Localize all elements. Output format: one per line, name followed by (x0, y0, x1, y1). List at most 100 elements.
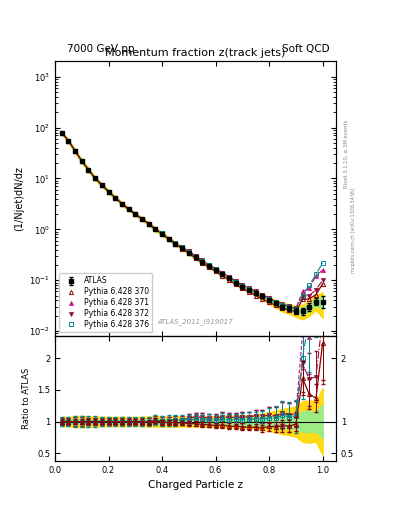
Pythia 6.428 372 (314, 287, 318, 293)
Pythia 6.428 370 (240, 285, 245, 291)
Pythia 6.428 372 (267, 295, 272, 302)
Pythia 6.428 370 (153, 226, 158, 232)
Pythia 6.428 371 (233, 278, 238, 284)
Pythia 6.428 376 (160, 230, 164, 237)
Pythia 6.428 371 (227, 274, 231, 280)
Pythia 6.428 376 (253, 290, 258, 296)
Pythia 6.428 370 (86, 166, 91, 173)
Pythia 6.428 371 (320, 267, 325, 273)
Pythia 6.428 376 (287, 304, 292, 310)
Pythia 6.428 370 (146, 221, 151, 227)
Pythia 6.428 376 (260, 292, 265, 298)
Pythia 6.428 371 (160, 230, 164, 237)
Pythia 6.428 372 (79, 158, 84, 164)
Pythia 6.428 376 (186, 249, 191, 255)
Pythia 6.428 372 (119, 201, 124, 207)
Pythia 6.428 372 (200, 258, 205, 264)
Pythia 6.428 372 (153, 226, 158, 232)
Title: Momentum fraction z(track jets): Momentum fraction z(track jets) (105, 48, 286, 58)
Pythia 6.428 371 (200, 258, 205, 264)
Pythia 6.428 370 (113, 195, 118, 201)
Pythia 6.428 376 (86, 166, 91, 173)
Pythia 6.428 376 (207, 262, 211, 268)
Text: 7000 GeV pp: 7000 GeV pp (67, 44, 134, 54)
Pythia 6.428 372 (287, 303, 292, 309)
Pythia 6.428 376 (119, 201, 124, 207)
Pythia 6.428 372 (59, 130, 64, 136)
Pythia 6.428 372 (66, 138, 71, 144)
Pythia 6.428 372 (146, 221, 151, 227)
Text: mcplots.cern.ch [arXiv:1306.3436]: mcplots.cern.ch [arXiv:1306.3436] (351, 188, 356, 273)
Pythia 6.428 371 (307, 285, 312, 291)
Pythia 6.428 376 (300, 292, 305, 298)
Pythia 6.428 371 (146, 221, 151, 227)
Text: Soft QCD: Soft QCD (283, 44, 330, 54)
Pythia 6.428 376 (59, 130, 64, 136)
Pythia 6.428 370 (267, 299, 272, 305)
Pythia 6.428 372 (140, 216, 144, 222)
Pythia 6.428 370 (314, 291, 318, 297)
Pythia 6.428 370 (79, 158, 84, 164)
Pythia 6.428 371 (140, 216, 144, 222)
Pythia 6.428 371 (59, 130, 64, 136)
Pythia 6.428 372 (166, 236, 171, 242)
Pythia 6.428 370 (106, 188, 111, 195)
Pythia 6.428 376 (267, 296, 272, 303)
Pythia 6.428 370 (66, 138, 71, 144)
Pythia 6.428 370 (207, 264, 211, 270)
Pythia 6.428 372 (233, 278, 238, 284)
Line: Pythia 6.428 371: Pythia 6.428 371 (60, 131, 325, 310)
Pythia 6.428 371 (247, 285, 252, 291)
Pythia 6.428 372 (126, 206, 131, 212)
Pythia 6.428 376 (106, 188, 111, 195)
Pythia 6.428 372 (247, 285, 252, 291)
Pythia 6.428 376 (66, 138, 71, 144)
Line: Pythia 6.428 376: Pythia 6.428 376 (60, 131, 324, 311)
Pythia 6.428 370 (73, 148, 77, 154)
Pythia 6.428 372 (106, 188, 111, 195)
Pythia 6.428 371 (220, 270, 225, 276)
Pythia 6.428 376 (233, 279, 238, 285)
Pythia 6.428 376 (153, 226, 158, 232)
Pythia 6.428 371 (314, 273, 318, 279)
Pythia 6.428 370 (320, 281, 325, 287)
Pythia 6.428 371 (260, 291, 265, 297)
Pythia 6.428 371 (106, 188, 111, 195)
Legend: ATLAS, Pythia 6.428 370, Pythia 6.428 371, Pythia 6.428 372, Pythia 6.428 376: ATLAS, Pythia 6.428 370, Pythia 6.428 37… (59, 273, 152, 332)
Pythia 6.428 372 (180, 244, 184, 250)
Pythia 6.428 371 (119, 201, 124, 207)
Y-axis label: (1/Njet)dN/dz: (1/Njet)dN/dz (14, 166, 24, 231)
Pythia 6.428 372 (213, 266, 218, 272)
Pythia 6.428 370 (93, 176, 97, 182)
Pythia 6.428 372 (186, 248, 191, 254)
Pythia 6.428 371 (287, 303, 292, 309)
Pythia 6.428 376 (173, 240, 178, 246)
Pythia 6.428 376 (294, 306, 298, 312)
Pythia 6.428 372 (280, 301, 285, 307)
Pythia 6.428 372 (260, 291, 265, 297)
Pythia 6.428 376 (166, 236, 171, 242)
Pythia 6.428 376 (73, 148, 77, 154)
Pythia 6.428 376 (240, 283, 245, 289)
Pythia 6.428 372 (113, 195, 118, 201)
Y-axis label: Ratio to ATLAS: Ratio to ATLAS (22, 368, 31, 429)
Pythia 6.428 376 (113, 195, 118, 201)
Pythia 6.428 370 (180, 245, 184, 251)
Pythia 6.428 370 (59, 130, 64, 136)
Pythia 6.428 376 (93, 176, 97, 182)
Pythia 6.428 370 (280, 305, 285, 311)
Pythia 6.428 372 (93, 176, 97, 182)
Pythia 6.428 370 (160, 231, 164, 237)
Pythia 6.428 370 (166, 236, 171, 242)
Pythia 6.428 370 (287, 307, 292, 313)
Pythia 6.428 370 (220, 272, 225, 279)
Pythia 6.428 370 (274, 302, 278, 308)
Pythia 6.428 370 (133, 211, 138, 217)
Pythia 6.428 371 (294, 305, 298, 311)
Pythia 6.428 371 (79, 158, 84, 164)
Pythia 6.428 372 (193, 253, 198, 259)
Pythia 6.428 372 (274, 298, 278, 305)
Pythia 6.428 371 (166, 236, 171, 242)
Pythia 6.428 370 (260, 296, 265, 302)
Pythia 6.428 370 (173, 241, 178, 247)
